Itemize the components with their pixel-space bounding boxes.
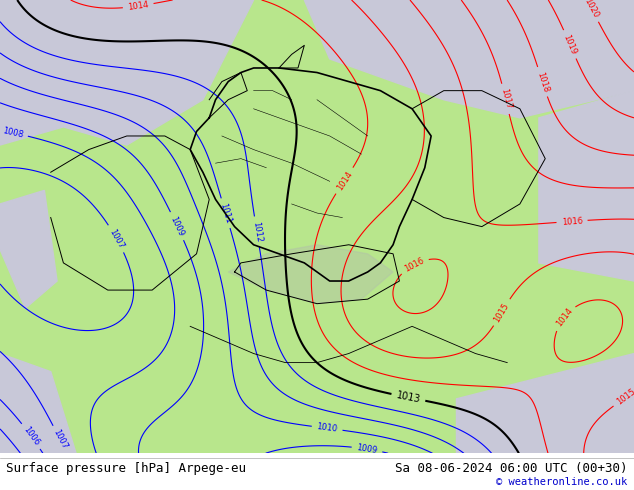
Polygon shape xyxy=(0,0,254,145)
Text: 1008: 1008 xyxy=(1,126,24,139)
Polygon shape xyxy=(0,0,634,453)
Text: 1016: 1016 xyxy=(403,256,425,273)
Polygon shape xyxy=(228,245,393,304)
Polygon shape xyxy=(0,354,76,453)
Text: Surface pressure [hPa] Arpege-eu: Surface pressure [hPa] Arpege-eu xyxy=(6,462,247,475)
Text: Sa 08-06-2024 06:00 UTC (00+30): Sa 08-06-2024 06:00 UTC (00+30) xyxy=(395,462,628,475)
Polygon shape xyxy=(0,191,57,308)
Text: 1015: 1015 xyxy=(493,301,511,324)
Text: 1019: 1019 xyxy=(562,33,578,56)
Text: 1017: 1017 xyxy=(499,88,512,110)
Text: 1009: 1009 xyxy=(169,215,186,238)
Text: 1007: 1007 xyxy=(107,227,126,250)
Text: 1006: 1006 xyxy=(22,425,41,447)
Text: 1014: 1014 xyxy=(335,170,354,192)
Text: 1014: 1014 xyxy=(554,306,574,328)
Text: 1012: 1012 xyxy=(251,220,263,243)
Text: 1020: 1020 xyxy=(582,0,600,20)
Text: 1016: 1016 xyxy=(561,216,583,226)
Text: 1007: 1007 xyxy=(51,428,69,451)
Text: © weatheronline.co.uk: © weatheronline.co.uk xyxy=(496,477,628,487)
Polygon shape xyxy=(539,91,634,281)
Text: 1011: 1011 xyxy=(218,202,233,224)
Text: 1018: 1018 xyxy=(535,71,550,93)
Polygon shape xyxy=(0,453,634,490)
Text: 1009: 1009 xyxy=(356,443,378,455)
Text: 1013: 1013 xyxy=(396,390,422,405)
Polygon shape xyxy=(456,354,634,453)
Polygon shape xyxy=(304,0,634,118)
Text: 1010: 1010 xyxy=(316,422,338,434)
Text: 1014: 1014 xyxy=(127,0,149,12)
Text: 1015: 1015 xyxy=(615,387,634,407)
